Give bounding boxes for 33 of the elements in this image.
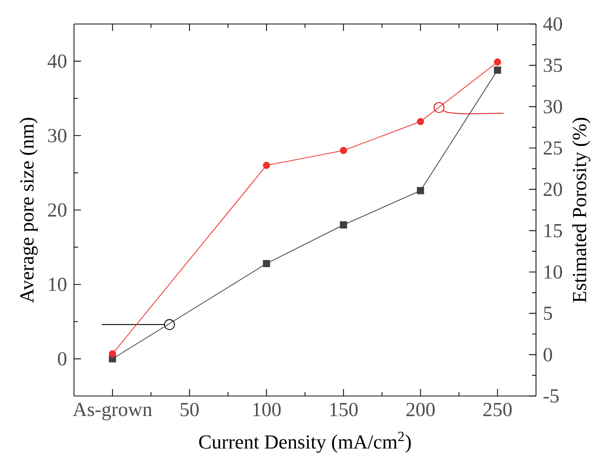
point (416, 118, 424, 126)
x-tick-label: 200 (406, 402, 435, 416)
y-tick-label: 40 (48, 54, 66, 68)
x-tick-label: As-grown (72, 402, 152, 420)
y2-tick-label: 20 (544, 182, 562, 196)
point (262, 260, 270, 268)
x-axis-title: Current Density (mA/cm$^{2}$) (199, 432, 411, 453)
y-tick-label: 30 (48, 128, 66, 142)
point (262, 162, 270, 169)
y-tick-label: 0 (58, 352, 66, 366)
point (494, 58, 502, 66)
y2-tick-label: 10 (544, 265, 562, 279)
y2-tick-label: 40 (543, 17, 562, 31)
y2-tick-label: 35 (544, 58, 562, 72)
x-tick-label: 150 (330, 402, 358, 416)
y2-tick-label: -5 (544, 389, 559, 403)
y2-tick-label: 5 (544, 306, 552, 320)
y2-tick-label: 25 (544, 141, 562, 155)
point (340, 146, 348, 154)
y-axis-title: Average pore size (nm) (20, 118, 38, 303)
x-tick-label: 50 (180, 402, 199, 416)
point (494, 66, 502, 74)
point (340, 221, 348, 228)
y2-axis-title: Estimated Porosity (%) (572, 118, 590, 302)
x-tick-label: 250 (483, 402, 512, 416)
x-tick-label: 100 (253, 402, 281, 416)
y-tick-label: 20 (48, 203, 66, 217)
y2-tick-label: 15 (544, 224, 562, 238)
point (416, 187, 424, 194)
y-tick-label: 10 (48, 278, 66, 292)
point (108, 350, 116, 358)
y2-tick-label: 30 (544, 100, 562, 114)
y2-tick-label: 0 (544, 348, 552, 362)
